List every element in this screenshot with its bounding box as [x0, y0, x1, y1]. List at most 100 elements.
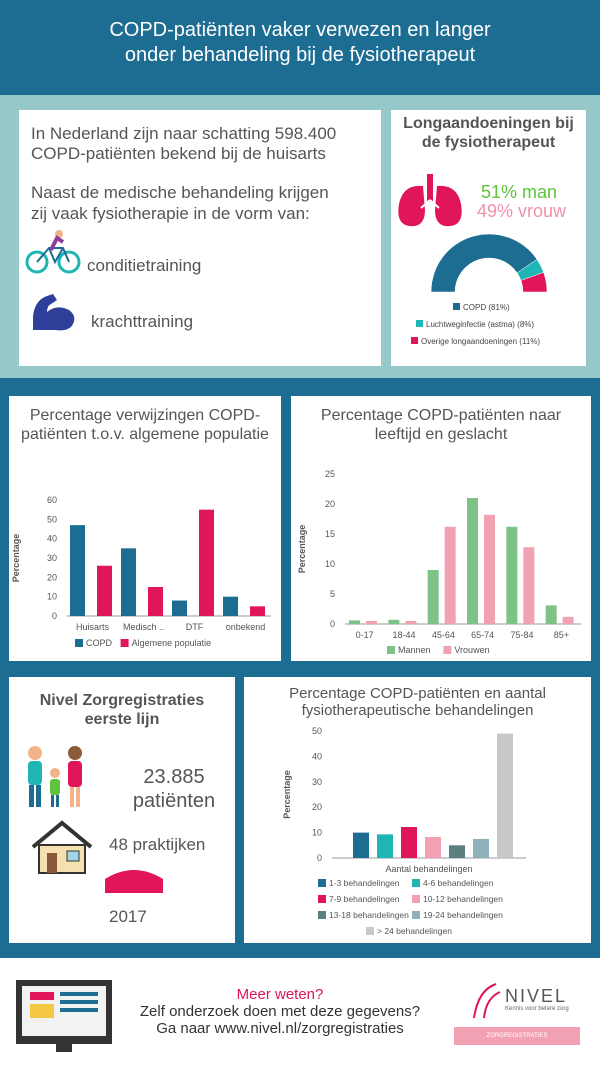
chart2-legend-swatch [387, 646, 395, 654]
chart1-title-line1: Percentage verwijzingen COPD- [29, 407, 261, 424]
chart3-ytick: 10 [312, 828, 322, 838]
chart1-xtick: onbekend [226, 622, 266, 632]
chart2-bar-0 [506, 526, 518, 624]
intro-text-1: In Nederland zijn naar schatting 598.400… [31, 124, 336, 164]
intro-line4: zij vaak fysiotherapie in de vorm van: [31, 204, 310, 223]
chart3-ytick: 20 [312, 802, 322, 812]
bicycle-icon [25, 230, 81, 274]
chart2-ytick: 15 [325, 529, 335, 539]
page-title-line2: onder behandeling bij de fysiotherapeut [124, 44, 476, 66]
chart2-legend-label: Vrouwen [454, 645, 489, 655]
chart2-legend-swatch [443, 646, 452, 654]
chart2-title: Percentage COPD-patiënten naar leeftijd … [291, 406, 591, 444]
chart3-legend-swatch [412, 879, 420, 887]
house-icon [31, 820, 93, 874]
chart3-legend-swatch [318, 911, 326, 919]
chart2-bar-0 [388, 619, 400, 624]
chart3-bar [449, 845, 465, 858]
chart3-legend-label: > 24 behandelingen [377, 926, 452, 936]
chart1-card: Percentage verwijzingen COPD- patiënten … [9, 396, 281, 661]
patients-label: patiënten [132, 790, 216, 812]
chart2-svg: Percentage 0 5 10 15 20 25 0-17 18-44 45-64 65-74 7… [297, 469, 581, 655]
chart1-title: Percentage verwijzingen COPD- patiënten … [9, 406, 281, 444]
patients-count: 23.885 patiënten [119, 765, 229, 813]
lung-title-line1: Longaandoeningen bij [403, 115, 574, 132]
chart3-title-line2: fysiotherapeutische behandelingen [301, 702, 534, 719]
calendar-icon [105, 870, 163, 893]
chart2-bar-1 [562, 616, 574, 624]
chart1-legend-swatch [75, 639, 83, 647]
legend-swatch-luchtweg [416, 320, 423, 327]
legend-swatch-overige [411, 337, 418, 344]
chart2-xtick: 0-17 [356, 630, 374, 640]
chart1-bar-1 [148, 587, 163, 616]
meer-weten: Meer weten? [236, 986, 324, 1003]
donut-slice-overige [520, 272, 548, 293]
chart2-xtick: 85+ [554, 630, 569, 640]
chart2-ytick: 10 [325, 559, 335, 569]
chart3-ytick: 40 [312, 751, 322, 761]
legend-luchtweg-label: Luchtweginfectie (astma) (8%) [426, 320, 535, 329]
chart3-legend-swatch [318, 895, 326, 903]
chart1-ytick: 0 [52, 611, 57, 621]
chart3-ytick: 50 [312, 726, 322, 736]
chart2-xtick: 75-84 [510, 630, 533, 640]
chart1-ytick: 10 [47, 592, 57, 602]
chart3-svg: Percentage 0 10 20 30 40 50 Aantal behandelinge… [282, 726, 526, 936]
intro-line3: Naast de medische behandeling krijgen [31, 183, 329, 202]
family-icon [28, 746, 82, 807]
chart3-bar [353, 832, 369, 858]
legend-swatch-copd [453, 303, 460, 310]
woman-percentage: 49% vrouw [477, 201, 567, 221]
chart1-ylabel: Percentage [11, 534, 21, 583]
chart1-title-line2: patiënten t.o.v. algemene populatie [21, 426, 269, 443]
intro-text-2: Naast de medische behandeling krijgen zi… [31, 182, 329, 224]
footer: Meer weten? Zelf onderzoek doen met deze… [0, 958, 600, 1065]
chart1-bar-0 [70, 525, 85, 616]
lungs-icon [398, 174, 462, 227]
chart3-bar [497, 733, 513, 858]
chart2-ytick: 0 [330, 619, 335, 629]
item-krachttraining: krachttraining [91, 312, 194, 331]
chart3-ylabel: Percentage [282, 770, 292, 819]
chart3-legend-label: 10-12 behandelingen [423, 894, 503, 904]
nivel-logo: NIVEL [505, 986, 568, 1006]
chart1-svg: Percentage 0 10 20 30 40 50 60 Huisarts Medisch .… [11, 495, 271, 648]
chart1-ytick: 40 [47, 534, 57, 544]
chart2-bar-0 [467, 498, 478, 624]
chart2-bar-0 [349, 620, 360, 624]
footer-link[interactable]: Ga naar www.nivel.nl/zorgregistraties [156, 1020, 404, 1037]
chart2-legend-label: Mannen [398, 645, 431, 655]
chart2-ytick: 20 [325, 499, 335, 509]
chart1-bar-1 [250, 606, 265, 616]
legend-overige-label: Overige longaandoeningen (11%) [421, 337, 541, 346]
monitor-icon [16, 980, 112, 1052]
chart1-bar-0 [223, 596, 238, 616]
chart3-legend-swatch [412, 895, 420, 903]
legend-luchtweg: Luchtweginfectie (astma) (8%) [416, 320, 534, 329]
legend-overige: Overige longaandoeningen (11%) [411, 337, 540, 346]
intro-card: In Nederland zijn naar schatting 598.400… [19, 110, 381, 366]
footer-line2: Zelf onderzoek doen met deze gegevens? [139, 1003, 421, 1020]
chart2-bar-1 [366, 621, 377, 624]
chart3-legend-label: 1-3 behandelingen [329, 878, 400, 888]
chart2-bar-1 [444, 526, 456, 624]
header-banner: COPD-patiënten vaker verwezen en langer … [0, 0, 600, 95]
chart3-title: Percentage COPD-patiënten en aantal fysi… [244, 685, 591, 719]
chart3-legend-swatch [366, 927, 374, 935]
lung-title: Longaandoeningen bij de fysiotherapeut [391, 114, 586, 152]
chart3-bar [401, 827, 417, 858]
chart1-xtick: DTF [186, 622, 204, 632]
chart1-bar-1 [97, 565, 112, 616]
chart2-bar-1 [484, 514, 495, 624]
chart3-legend-label: 4-6 behandelingen [423, 878, 494, 888]
chart3-card: Percentage COPD-patiënten en aantal fysi… [244, 677, 591, 943]
page-title: COPD-patiënten vaker verwezen en langer … [0, 18, 600, 68]
chart3-bar [425, 836, 441, 858]
chart2-xtick: 18-44 [392, 630, 415, 640]
lung-card: Longaandoeningen bij de fysiotherapeut 5… [391, 110, 586, 366]
chart2-title-line2: leeftijd en geslacht [374, 426, 508, 443]
chart2-ylabel: Percentage [297, 525, 307, 574]
chart1-legend-swatch [120, 639, 129, 647]
muscle-arm-icon [33, 294, 75, 331]
